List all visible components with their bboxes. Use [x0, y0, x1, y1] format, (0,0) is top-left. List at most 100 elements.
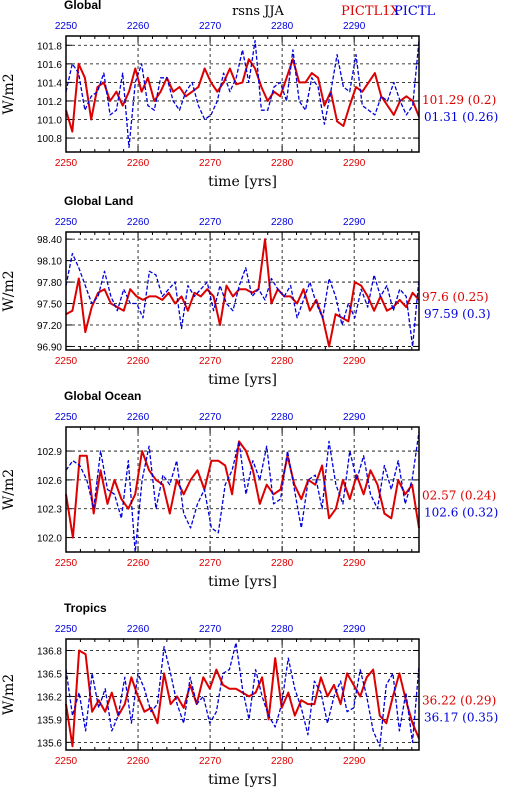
- x-tick-label-bottom: 2270: [199, 558, 222, 569]
- series-line-pictl1x: [65, 440, 420, 539]
- x-tick-label-top: 2270: [199, 21, 222, 32]
- y-tick-label: 100.8: [37, 134, 62, 145]
- x-tick-label-bottom: 2270: [199, 756, 222, 767]
- x-tick-label-bottom: 2250: [55, 558, 78, 569]
- series-line-pictl1x: [65, 238, 420, 348]
- x-tick-label-bottom: 2280: [271, 558, 294, 569]
- x-tick-label-bottom: 2280: [271, 756, 294, 767]
- series-line-pictl: [65, 642, 420, 747]
- series-line-pictl: [65, 431, 420, 553]
- x-tick-label-top: 2280: [271, 624, 294, 635]
- y-tick-label: 98.10: [37, 257, 62, 268]
- stats-red: 97.6 (0.25): [422, 290, 489, 304]
- x-tick-label-bottom: 2260: [127, 558, 150, 569]
- stats-blue: 102.6 (0.32): [424, 506, 498, 520]
- stats-red: 36.22 (0.29): [422, 694, 496, 708]
- y-tick-label: 101.8: [37, 41, 62, 52]
- figure-title: rsns JJA: [232, 4, 284, 19]
- x-tick-label-top: 2290: [343, 21, 366, 32]
- y-tick-label: 97.50: [37, 300, 62, 311]
- x-tick-label-top: 2250: [55, 21, 78, 32]
- series-line-pictl1x: [65, 58, 420, 133]
- y-tick-label: 136.5: [37, 669, 62, 680]
- y-tick-label: 102.3: [37, 505, 62, 516]
- stats-red: 02.57 (0.24): [422, 489, 496, 503]
- x-tick-label-top: 2260: [127, 412, 150, 423]
- y-tick-label: 135.6: [37, 738, 62, 749]
- x-tick-label-top: 2290: [343, 624, 366, 635]
- y-tick-label: 136.8: [37, 646, 62, 657]
- series-line-pictl1x: [65, 649, 420, 748]
- x-tick-label-top: 2290: [343, 412, 366, 423]
- plot-frame: [65, 426, 420, 553]
- y-axis-label: W/m2: [1, 270, 17, 311]
- x-tick-label-top: 2260: [127, 21, 150, 32]
- x-tick-label-top: 2270: [199, 624, 222, 635]
- x-tick-label-top: 2280: [271, 412, 294, 423]
- stats-blue: 01.31 (0.26): [424, 110, 498, 124]
- panel-1: Global 100.8 101.0 101.2 101.4 101.6 101.8 2250…: [1, 0, 498, 190]
- y-tick-label: 101.2: [37, 97, 62, 108]
- x-tick-label-bottom: 2260: [127, 756, 150, 767]
- x-tick-label-top: 2250: [55, 217, 78, 228]
- x-axis-label: time [yrs]: [208, 772, 277, 788]
- y-tick-label: 135.9: [37, 715, 62, 726]
- x-axis-label: time [yrs]: [208, 174, 277, 190]
- y-tick-label: 136.2: [37, 692, 62, 703]
- x-tick-label-bottom: 2260: [127, 158, 150, 169]
- stats-blue: 97.59 (0.3): [424, 307, 491, 321]
- x-tick-label-bottom: 2290: [343, 356, 366, 367]
- x-tick-label-top: 2270: [199, 217, 222, 228]
- y-tick-label: 101.0: [37, 116, 62, 127]
- x-tick-label-bottom: 2290: [343, 558, 366, 569]
- panel-4: Tropics 135.6 135.9 136.2 136.5 136.8 2250 2250…: [1, 601, 498, 788]
- x-tick-label-bottom: 2280: [271, 356, 294, 367]
- y-tick-label: 96.90: [37, 342, 62, 353]
- x-tick-label-top: 2270: [199, 412, 222, 423]
- panel-title: Global Ocean: [64, 389, 141, 403]
- y-tick-label: 101.6: [37, 60, 62, 71]
- panel-title: Global Land: [64, 194, 133, 208]
- series-line-pictl: [65, 39, 420, 149]
- x-axis-label: time [yrs]: [208, 574, 277, 590]
- x-tick-label-bottom: 2270: [199, 158, 222, 169]
- x-tick-label-top: 2290: [343, 217, 366, 228]
- y-axis-label: W/m2: [1, 469, 17, 510]
- plot-frame: [65, 231, 420, 351]
- y-tick-label: 101.4: [37, 78, 62, 89]
- x-tick-label-top: 2280: [271, 217, 294, 228]
- series-line-pictl: [65, 252, 420, 348]
- y-axis-label: W/m2: [1, 674, 17, 715]
- y-tick-label: 98.40: [37, 235, 62, 246]
- x-axis-label: time [yrs]: [208, 372, 277, 388]
- legend-red-label: PICTL1X: [341, 4, 400, 19]
- plot-frame: [65, 35, 420, 153]
- y-tick-label: 102.0: [37, 534, 62, 545]
- y-tick-label: 97.20: [37, 321, 62, 332]
- x-tick-label-bottom: 2280: [271, 158, 294, 169]
- x-tick-label-bottom: 2250: [55, 356, 78, 367]
- x-tick-label-bottom: 2260: [127, 356, 150, 367]
- panel-title: Global: [64, 0, 101, 12]
- x-tick-label-bottom: 2250: [55, 756, 78, 767]
- x-tick-label-bottom: 2290: [343, 158, 366, 169]
- y-tick-label: 97.80: [37, 278, 62, 289]
- legend-blue-label: PICTL: [394, 4, 436, 19]
- y-axis-label: W/m2: [1, 73, 17, 114]
- panel-3: Global Ocean 102.0 102.3 102.6 102.9 2250 2250…: [1, 389, 498, 590]
- x-tick-label-top: 2260: [127, 217, 150, 228]
- stats-red: 101.29 (0.2): [422, 93, 496, 107]
- x-tick-label-top: 2250: [55, 624, 78, 635]
- x-tick-label-bottom: 2250: [55, 158, 78, 169]
- y-tick-label: 102.6: [37, 476, 62, 487]
- panel-title: Tropics: [64, 601, 107, 615]
- y-tick-label: 102.9: [37, 447, 62, 458]
- x-tick-label-top: 2260: [127, 624, 150, 635]
- stats-blue: 36.17 (0.35): [424, 711, 498, 725]
- plot-frame: [65, 638, 420, 751]
- x-tick-label-top: 2250: [55, 412, 78, 423]
- x-tick-label-top: 2280: [271, 21, 294, 32]
- x-tick-label-bottom: 2290: [343, 756, 366, 767]
- panel-2: Global Land 96.90 97.20 97.50 97.80 98.10 98.4…: [1, 194, 491, 388]
